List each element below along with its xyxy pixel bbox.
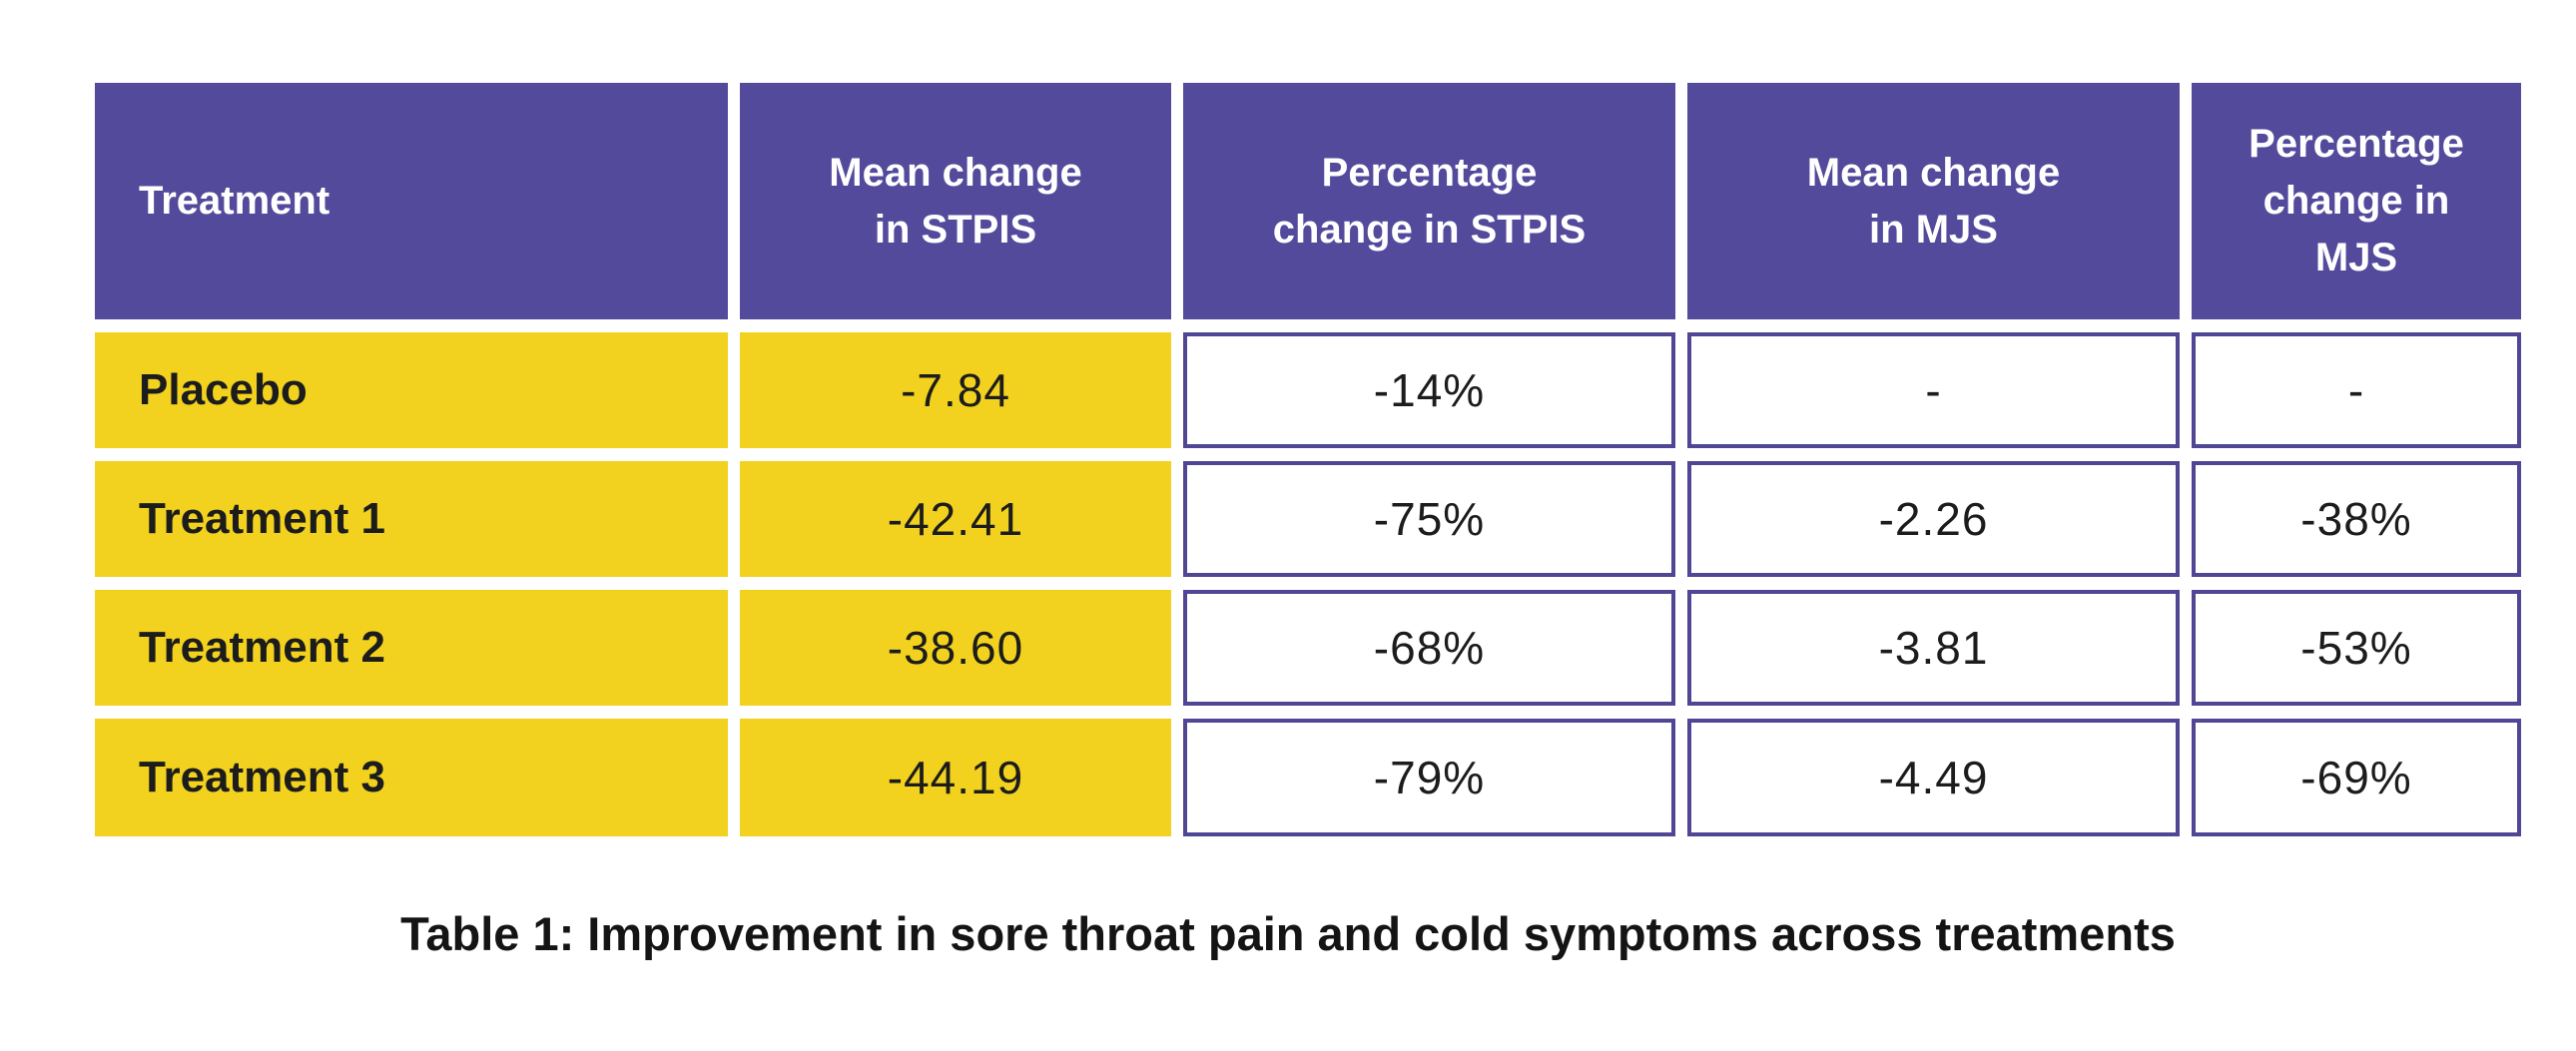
col-header-mean-stpis: Mean change in STPIS [740, 83, 1171, 319]
row-label-treatment-1: Treatment 1 [95, 461, 728, 577]
mean-stpis-cell: -42.41 [740, 461, 1171, 577]
pct-stpis-cell: -14% [1183, 332, 1675, 448]
mean-stpis-cell: -7.84 [740, 332, 1171, 448]
pct-mjs-cell: -38% [2192, 461, 2521, 577]
mean-mjs-cell: -3.81 [1687, 590, 2180, 706]
mean-stpis-cell: -44.19 [740, 719, 1171, 836]
row-label-treatment-2: Treatment 2 [95, 590, 728, 706]
mean-stpis-cell: -38.60 [740, 590, 1171, 706]
table-caption: Table 1: Improvement in sore throat pain… [400, 907, 2176, 960]
pct-mjs-cell: -53% [2192, 590, 2521, 706]
pct-mjs-cell: - [2192, 332, 2521, 448]
pct-stpis-cell: -75% [1183, 461, 1675, 577]
mean-mjs-cell: - [1687, 332, 2180, 448]
col-header-pct-mjs: Percentage change in MJS [2192, 83, 2521, 319]
mean-mjs-cell: -4.49 [1687, 719, 2180, 836]
col-header-treatment: Treatment [95, 83, 728, 319]
row-label-placebo: Placebo [95, 332, 728, 448]
col-header-pct-stpis: Percentage change in STPIS [1183, 83, 1675, 319]
row-label-treatment-3: Treatment 3 [95, 719, 728, 836]
col-header-mean-mjs: Mean change in MJS [1687, 83, 2180, 319]
pct-mjs-cell: -69% [2192, 719, 2521, 836]
pct-stpis-cell: -79% [1183, 719, 1675, 836]
results-table: Treatment Mean change in STPIS Percentag… [95, 83, 2521, 836]
pct-stpis-cell: -68% [1183, 590, 1675, 706]
mean-mjs-cell: -2.26 [1687, 461, 2180, 577]
